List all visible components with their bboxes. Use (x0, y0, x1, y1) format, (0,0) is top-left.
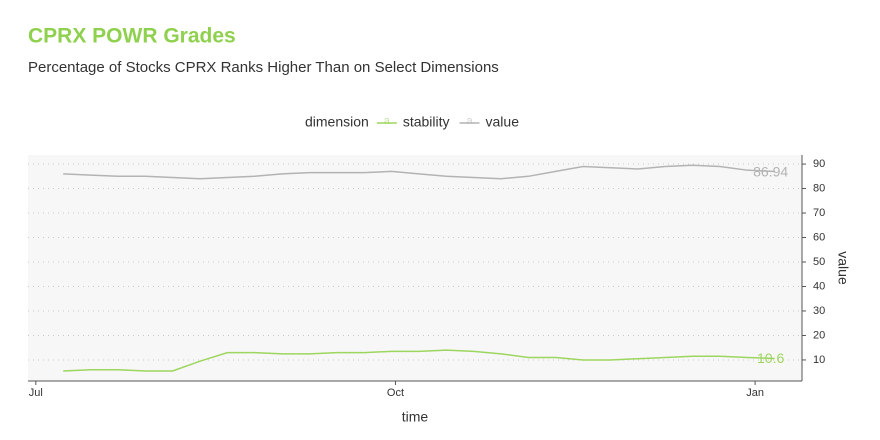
end-label: 10.6 (757, 350, 784, 366)
x-axis-label: time (402, 409, 429, 425)
series-line (63, 349, 775, 372)
legend-key-glyph: a (466, 115, 473, 127)
plot-background (28, 155, 802, 381)
legend-label: value (486, 114, 520, 130)
x-tick-label: Jul (29, 387, 43, 399)
y-axis-label: value (835, 251, 851, 285)
y-tick-label: 20 (813, 329, 825, 341)
y-tick-label: 10 (813, 354, 825, 366)
y-tick-label: 80 (813, 182, 825, 194)
chart-title: CPRX POWR Grades (28, 25, 236, 48)
y-tick-label: 90 (813, 158, 825, 170)
series-line (63, 164, 775, 180)
x-tick-label: Jan (746, 387, 764, 399)
legend-label: stability (403, 114, 450, 130)
legend-key-glyph: a (384, 115, 391, 127)
end-label: 86.94 (753, 163, 788, 179)
x-tick-label: Oct (387, 387, 404, 399)
y-tick-label: 40 (813, 280, 825, 292)
chart-subtitle: Percentage of Stocks CPRX Ranks Higher T… (28, 59, 499, 76)
y-tick-label: 60 (813, 231, 825, 243)
legend-title: dimension (305, 114, 369, 130)
y-tick-label: 30 (813, 305, 825, 317)
y-tick-label: 50 (813, 256, 825, 268)
y-tick-label: 70 (813, 207, 825, 219)
